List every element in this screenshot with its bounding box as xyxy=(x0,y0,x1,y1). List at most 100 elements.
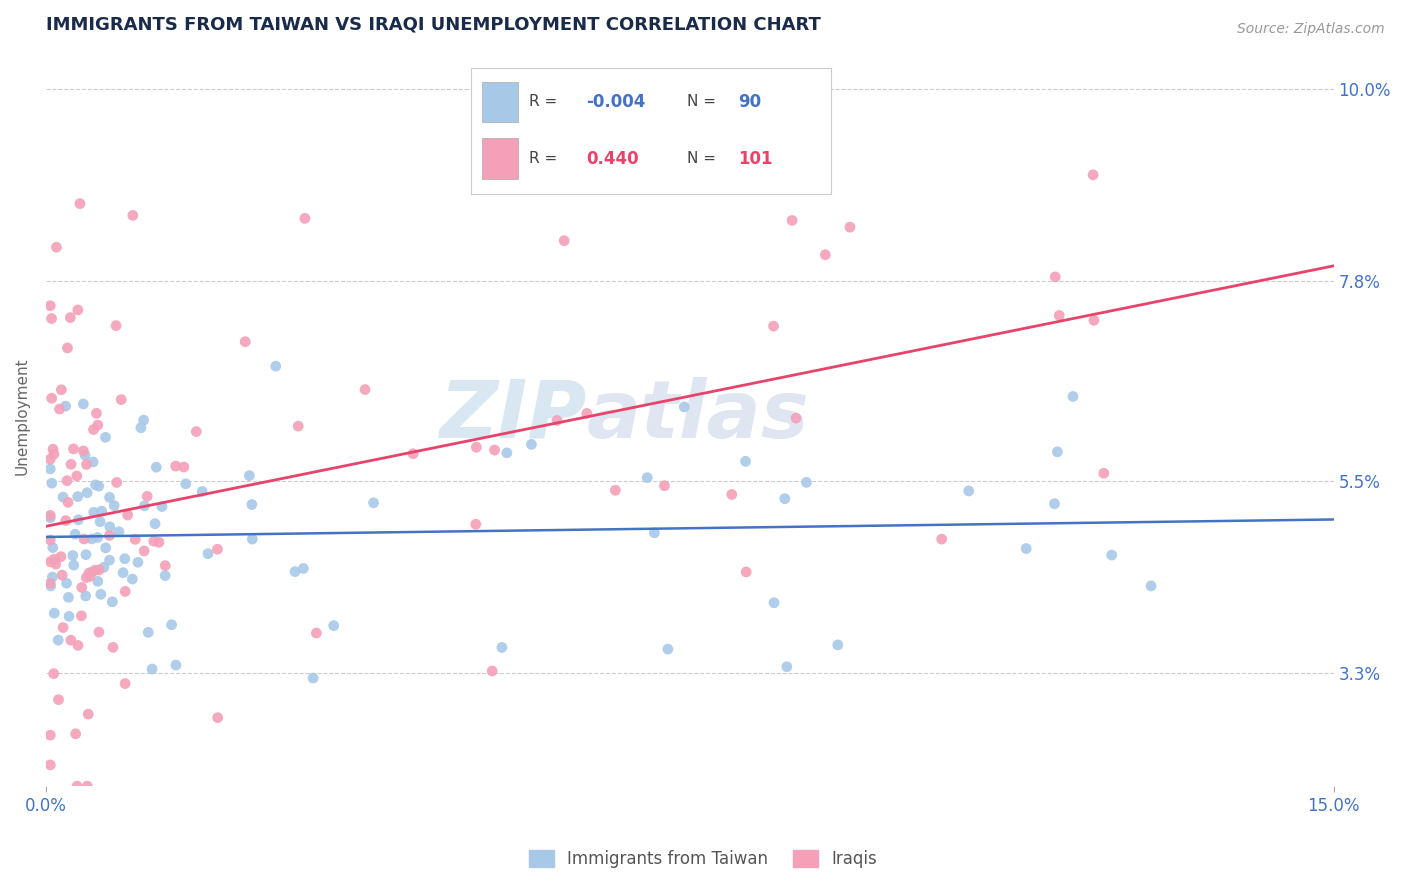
Point xyxy=(186,425,208,439)
Point xyxy=(70,608,93,623)
Point xyxy=(173,460,195,475)
Point xyxy=(197,547,219,561)
Point xyxy=(51,568,73,582)
Point xyxy=(305,626,328,640)
Point xyxy=(136,625,159,640)
Point xyxy=(1045,269,1067,284)
Point xyxy=(72,443,94,458)
Point xyxy=(762,319,785,334)
Point xyxy=(59,633,82,648)
Point xyxy=(39,510,62,524)
Point xyxy=(41,391,63,405)
Point xyxy=(780,213,803,227)
Point xyxy=(80,532,103,546)
Point xyxy=(75,589,97,603)
Point xyxy=(84,563,107,577)
Point xyxy=(52,490,75,504)
Point xyxy=(66,639,89,653)
Point xyxy=(86,531,108,545)
Point xyxy=(1046,445,1069,459)
Point xyxy=(51,383,73,397)
Point xyxy=(121,208,143,222)
Point xyxy=(66,302,89,317)
Point xyxy=(720,487,742,501)
Point xyxy=(1062,389,1084,403)
Point xyxy=(302,671,325,685)
Point xyxy=(465,440,488,454)
Point xyxy=(59,310,82,325)
Point xyxy=(129,421,152,435)
Point xyxy=(42,552,65,566)
Point xyxy=(39,579,62,593)
Point xyxy=(114,551,136,566)
Point xyxy=(48,402,70,417)
Point xyxy=(39,555,62,569)
Point xyxy=(45,557,67,571)
Point xyxy=(63,527,86,541)
Point xyxy=(56,495,79,509)
Point xyxy=(1083,313,1105,327)
Point xyxy=(41,311,63,326)
Point xyxy=(44,606,66,620)
Point xyxy=(124,533,146,547)
Point xyxy=(145,460,167,475)
Point xyxy=(72,397,94,411)
Point xyxy=(284,565,307,579)
Point xyxy=(52,621,75,635)
Point xyxy=(121,572,143,586)
Point xyxy=(363,496,385,510)
Point xyxy=(73,532,96,546)
Point xyxy=(240,532,263,546)
Point xyxy=(464,517,486,532)
Point xyxy=(55,399,77,413)
Point xyxy=(94,430,117,444)
Point xyxy=(294,211,316,226)
Point xyxy=(39,299,62,313)
Point xyxy=(165,459,187,474)
Point xyxy=(814,248,837,262)
Point xyxy=(90,587,112,601)
Point xyxy=(148,535,170,549)
Point xyxy=(77,566,100,580)
Point xyxy=(292,561,315,575)
Point xyxy=(55,514,77,528)
Point xyxy=(673,400,696,414)
Point xyxy=(839,220,862,235)
Point xyxy=(58,609,80,624)
Point xyxy=(575,406,598,420)
Point xyxy=(87,479,110,493)
Point xyxy=(114,584,136,599)
Legend: Immigrants from Taiwan, Iraqis: Immigrants from Taiwan, Iraqis xyxy=(522,843,884,875)
Point xyxy=(103,499,125,513)
Point xyxy=(39,758,62,772)
Point xyxy=(66,779,89,793)
Point xyxy=(48,692,70,706)
Point xyxy=(62,558,84,573)
Text: Source: ZipAtlas.com: Source: ZipAtlas.com xyxy=(1237,22,1385,37)
Text: atlas: atlas xyxy=(586,377,810,455)
Point xyxy=(191,484,214,499)
Point xyxy=(42,442,65,457)
Point xyxy=(39,508,62,523)
Point xyxy=(49,549,72,564)
Point xyxy=(75,570,97,584)
Point xyxy=(90,504,112,518)
Point xyxy=(82,455,104,469)
Point xyxy=(89,515,111,529)
Point xyxy=(636,470,658,484)
Point xyxy=(155,558,177,573)
Point xyxy=(240,498,263,512)
Point xyxy=(62,549,84,563)
Point xyxy=(322,618,344,632)
Point xyxy=(1081,168,1104,182)
Point xyxy=(101,640,124,655)
Point xyxy=(136,489,159,503)
Point xyxy=(520,437,543,451)
Point xyxy=(98,528,121,542)
Point xyxy=(402,447,425,461)
Point xyxy=(827,638,849,652)
Point xyxy=(75,448,97,462)
Point xyxy=(66,490,89,504)
Point xyxy=(98,520,121,534)
Point xyxy=(66,469,89,483)
